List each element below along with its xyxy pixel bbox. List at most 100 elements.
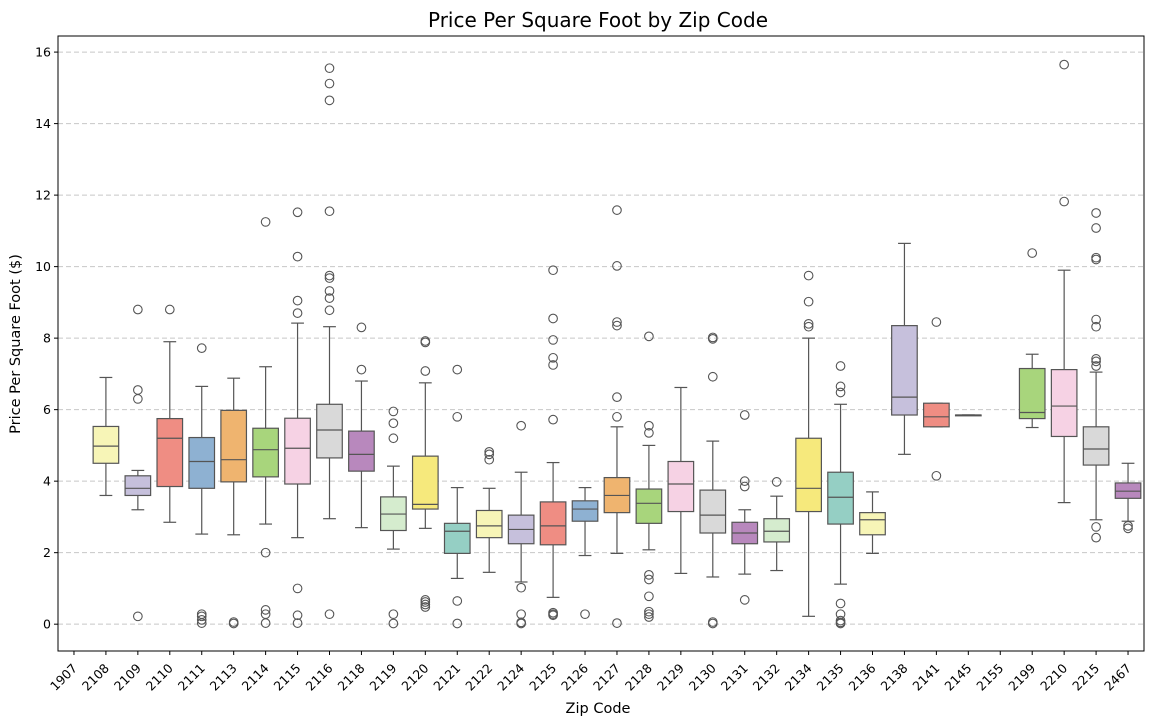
outlier-point xyxy=(164,304,175,315)
x-tick-label: 2115 xyxy=(271,661,304,694)
outlier-point xyxy=(324,95,335,106)
outlier-point xyxy=(835,609,846,620)
outlier-point xyxy=(1091,208,1101,218)
outlier-point xyxy=(260,605,271,615)
box-body xyxy=(571,500,599,522)
x-tick-label: 1907 xyxy=(47,661,80,694)
box-body xyxy=(539,501,567,546)
outlier-point xyxy=(1091,532,1101,543)
y-tick-label: 6 xyxy=(43,402,51,417)
outlier-point xyxy=(196,615,207,625)
box-body xyxy=(92,425,120,464)
outlier-point xyxy=(739,410,750,420)
box-body xyxy=(124,475,152,497)
box-2125 xyxy=(539,265,567,621)
y-axis: 0 2 4 6 8 10 12 14 16 xyxy=(35,45,58,632)
outlier-point xyxy=(771,477,782,487)
y-tick-label: 16 xyxy=(35,45,51,60)
outlier-point xyxy=(644,609,654,620)
outlier-point xyxy=(548,607,558,618)
box-2215 xyxy=(1082,208,1110,543)
outlier-point xyxy=(707,371,718,382)
x-tick-label: 2118 xyxy=(334,660,367,693)
outlier-point xyxy=(388,609,399,620)
box-2132 xyxy=(763,477,791,572)
x-tick-label: 2135 xyxy=(814,661,847,694)
outlier-point xyxy=(1091,522,1101,532)
outlier-point xyxy=(420,366,431,376)
outlier-point xyxy=(835,361,846,371)
box-body xyxy=(475,509,503,539)
outlier-point xyxy=(292,251,303,262)
outlier-point xyxy=(739,481,750,492)
box-body xyxy=(348,430,375,472)
box-body xyxy=(891,325,918,416)
box-2129 xyxy=(667,386,695,575)
outlier-point xyxy=(1123,521,1133,531)
x-tick-label: 2129 xyxy=(654,660,687,693)
x-tick-label: 2134 xyxy=(782,660,815,693)
box-body xyxy=(1050,369,1078,438)
outlier-point xyxy=(1027,248,1038,258)
outlier-point xyxy=(644,420,654,431)
box-2116 xyxy=(316,63,343,620)
y-tick-label: 8 xyxy=(43,331,51,346)
box-2126 xyxy=(571,486,599,620)
outlier-point xyxy=(644,428,654,438)
box-body xyxy=(188,436,216,489)
outlier-point xyxy=(484,446,495,457)
box-2115 xyxy=(284,207,311,628)
outlier-point xyxy=(452,364,463,375)
outlier-point xyxy=(1091,361,1101,371)
outlier-point xyxy=(548,313,558,324)
outlier-point xyxy=(803,296,814,307)
outlier-point xyxy=(1091,356,1101,367)
outlier-point xyxy=(196,343,207,353)
plot-frame xyxy=(57,35,1145,652)
box-body xyxy=(795,437,822,513)
x-tick-label: 2125 xyxy=(526,661,559,694)
outlier-point xyxy=(196,609,207,620)
box-2122 xyxy=(475,446,503,573)
outlier-point xyxy=(1091,321,1101,332)
x-tick-label: 2138 xyxy=(877,660,910,693)
outlier-point xyxy=(548,352,558,363)
outlier-point xyxy=(324,78,335,89)
outlier-point xyxy=(612,411,622,422)
y-tick-label: 10 xyxy=(35,259,51,274)
box-2110 xyxy=(156,304,184,523)
outlier-point xyxy=(260,609,271,620)
x-tick-label: 2111 xyxy=(175,661,208,694)
outlier-point xyxy=(420,336,431,346)
box-body xyxy=(923,402,950,428)
box-2114 xyxy=(252,217,279,628)
x-tick-label: 2110 xyxy=(143,660,176,693)
box-2135 xyxy=(827,361,854,629)
box-body xyxy=(635,488,663,524)
outlier-point xyxy=(292,618,303,628)
outlier-point xyxy=(739,595,750,605)
box-2136 xyxy=(859,491,886,554)
box-body xyxy=(284,417,311,485)
x-tick-label: 2199 xyxy=(1005,660,1038,693)
box-2120 xyxy=(411,336,439,612)
box-body xyxy=(667,460,695,513)
x-tick-label: 2467 xyxy=(1101,661,1134,694)
outlier-point xyxy=(548,265,558,276)
outlier-point xyxy=(228,617,239,627)
x-tick-label: 2108 xyxy=(79,660,112,693)
outlier-point xyxy=(516,582,526,593)
outlier-point xyxy=(548,335,558,345)
box-body xyxy=(316,403,343,459)
box-2467 xyxy=(1114,462,1142,534)
outlier-point xyxy=(612,205,622,215)
outlier-point xyxy=(1123,523,1133,534)
outlier-point xyxy=(931,470,942,481)
outlier-point xyxy=(260,217,271,227)
outlier-point xyxy=(324,286,335,296)
box-2131 xyxy=(731,410,759,605)
outlier-point xyxy=(644,569,654,580)
box-body xyxy=(220,409,248,483)
x-tick-label: 2136 xyxy=(846,660,879,693)
